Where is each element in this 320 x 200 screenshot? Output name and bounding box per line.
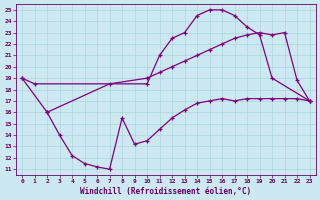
X-axis label: Windchill (Refroidissement éolien,°C): Windchill (Refroidissement éolien,°C) <box>80 187 252 196</box>
